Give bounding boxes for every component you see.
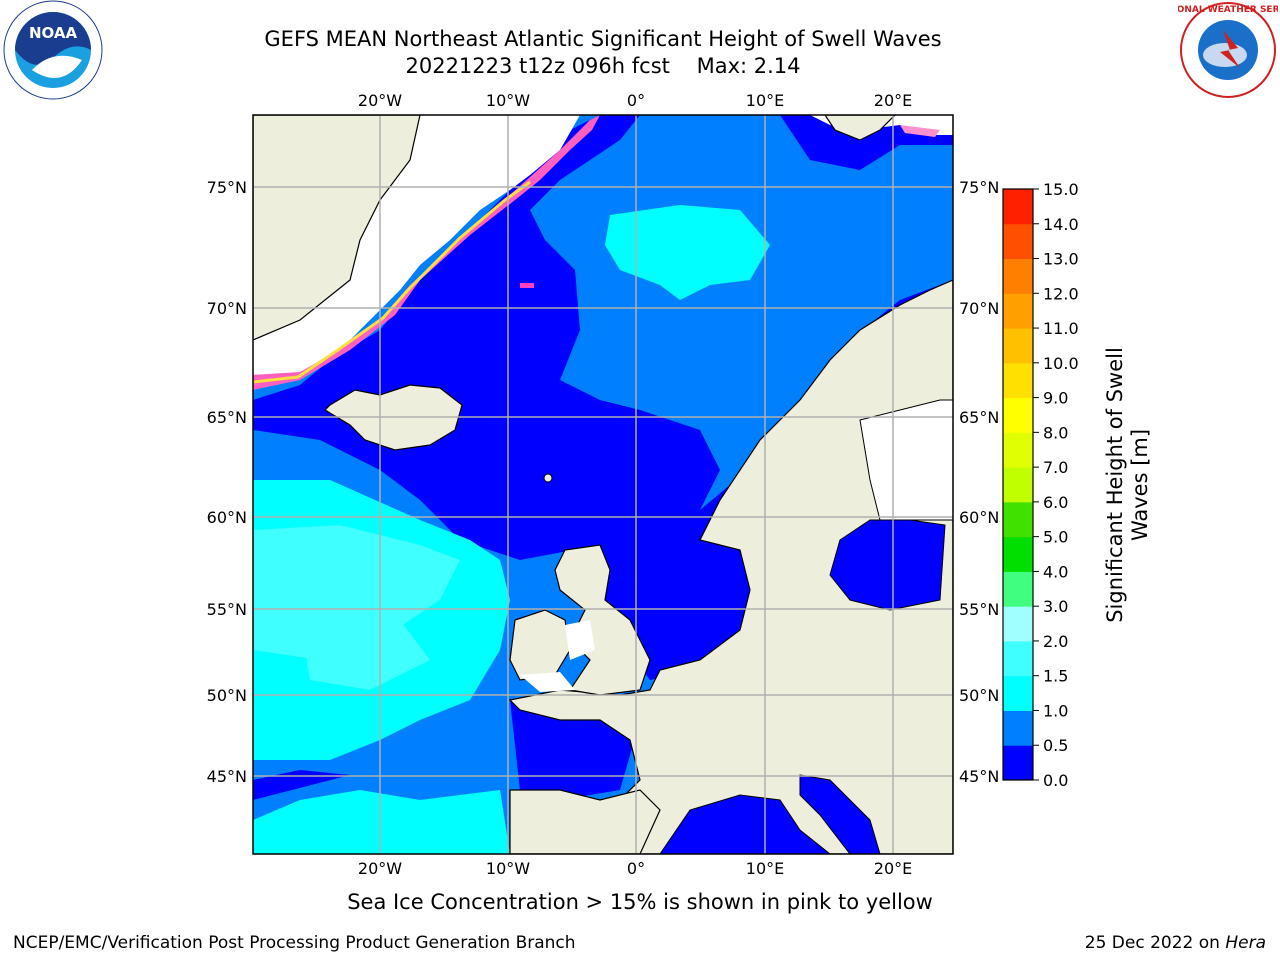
colorbar-tick-label: 7.0 bbox=[1043, 458, 1068, 477]
sea-ice-jan-mayen bbox=[520, 283, 534, 288]
colorbar-tick-label: 0.5 bbox=[1043, 736, 1068, 755]
land-iberia bbox=[509, 789, 661, 854]
ocean-pale-region-sw2 bbox=[300, 620, 430, 690]
colorbar-tick-label: 3.0 bbox=[1043, 597, 1068, 616]
colorbar-segment bbox=[1003, 293, 1033, 329]
nws-logo-text: NATIONAL WEATHER SERVICE bbox=[1178, 5, 1278, 15]
lat-label-left: 55°N bbox=[207, 600, 247, 619]
colorbar-segment bbox=[1003, 223, 1033, 260]
colorbar-segment bbox=[1003, 432, 1033, 468]
white-patch-celtic-sea bbox=[520, 672, 575, 692]
colorbar-frame bbox=[1002, 188, 1034, 781]
ocean-deep-region-northsea bbox=[600, 280, 953, 680]
colorbar-segment bbox=[1003, 501, 1033, 538]
colorbar-segment bbox=[1003, 362, 1033, 399]
graticule bbox=[253, 115, 953, 854]
lon-label-bottom: 0° bbox=[627, 859, 645, 878]
colorbar-label-line2: Waves [m] bbox=[1128, 428, 1152, 542]
lat-label-left: 45°N bbox=[207, 767, 247, 786]
ocean-deep-region-north bbox=[253, 115, 720, 560]
colorbar-tick-label: 4.0 bbox=[1043, 562, 1068, 581]
colorbar-tick-label: 1.0 bbox=[1043, 701, 1068, 720]
colorbar-segment bbox=[1003, 571, 1033, 607]
colorbar-tick-label: 5.0 bbox=[1043, 528, 1068, 547]
colorbar-tick-label: 9.0 bbox=[1043, 389, 1068, 408]
sea-ice-svalbard-edge bbox=[900, 125, 940, 137]
lat-label-left: 60°N bbox=[207, 508, 247, 527]
colorbar-tick-label: 14.0 bbox=[1043, 215, 1079, 234]
lat-label-left: 65°N bbox=[207, 408, 247, 427]
colorbar-tick-label: 0.0 bbox=[1043, 771, 1068, 790]
lon-label-bottom: 20°W bbox=[358, 859, 402, 878]
lat-label-right: 75°N bbox=[959, 178, 999, 197]
lon-label-top: 0° bbox=[627, 91, 645, 110]
sea-ice-caption: Sea Ice Concentration > 15% is shown in … bbox=[347, 890, 933, 914]
lon-label-bottom: 10°W bbox=[486, 859, 530, 878]
lon-label-top: 20°W bbox=[358, 91, 402, 110]
colorbar-segment bbox=[1003, 536, 1033, 572]
ocean-light-region-norwegian-sea bbox=[605, 205, 770, 300]
colorbar-segment bbox=[1003, 745, 1033, 781]
colorbar-segment bbox=[1003, 710, 1033, 746]
colorbar-tick-label: 11.0 bbox=[1043, 319, 1079, 338]
footer-date-text: 25 Dec 2022 on bbox=[1084, 933, 1220, 953]
lat-label-right: 70°N bbox=[959, 299, 999, 318]
white-patch-irish-sea bbox=[565, 620, 595, 660]
noaa-logo-text: NOAA bbox=[29, 24, 78, 42]
footer-date: 25 Dec 2022 on Hera bbox=[1085, 933, 1266, 953]
map-frame bbox=[252, 114, 954, 855]
colorbar-tick-label: 15.0 bbox=[1043, 180, 1079, 199]
lat-label-left: 75°N bbox=[207, 178, 247, 197]
colorbar-label: Significant Height of Swell Waves [m] bbox=[1103, 347, 1153, 623]
colorbar-tick-label: 2.0 bbox=[1043, 632, 1068, 651]
colorbar-tick-label: 8.0 bbox=[1043, 423, 1068, 442]
ocean-light-region-south bbox=[253, 790, 510, 854]
colorbar-segment bbox=[1003, 606, 1033, 642]
nws-logo: NATIONAL WEATHER SERVICE bbox=[1178, 2, 1278, 98]
footer-credit: NCEP/EMC/Verification Post Processing Pr… bbox=[13, 933, 576, 953]
lon-label-top: 10°W bbox=[486, 91, 530, 110]
water-adriatic bbox=[799, 774, 881, 854]
map-subtitle: 20221223 t12z 096h fcst Max: 2.14 bbox=[405, 54, 801, 78]
colorbar-segment bbox=[1003, 258, 1033, 294]
lon-label-bottom: 20°E bbox=[874, 859, 912, 878]
land-greenland bbox=[253, 115, 421, 341]
lat-label-right: 65°N bbox=[959, 408, 999, 427]
colorbar-segment bbox=[1003, 328, 1033, 364]
lon-label-top: 10°E bbox=[746, 91, 784, 110]
colorbar-tick-label: 12.0 bbox=[1043, 284, 1079, 303]
lat-label-right: 55°N bbox=[959, 600, 999, 619]
colorbar-segment bbox=[1003, 640, 1033, 677]
colorbar-label-line1: Significant Height of Swell bbox=[1103, 347, 1127, 623]
land-faroe bbox=[543, 473, 553, 483]
noaa-logo: NOAA bbox=[3, 0, 103, 100]
colorbar-segment bbox=[1003, 397, 1033, 433]
lon-label-top: 20°E bbox=[874, 91, 912, 110]
map-title: GEFS MEAN Northeast Atlantic Significant… bbox=[264, 27, 942, 51]
sea-ice-edge-yellow bbox=[253, 180, 531, 384]
colorbar-tick-label: 13.0 bbox=[1043, 250, 1079, 269]
lat-label-right: 45°N bbox=[959, 767, 999, 786]
lat-label-right: 60°N bbox=[959, 508, 999, 527]
colorbar-segment bbox=[1003, 675, 1033, 711]
colorbar-tick-label: 10.0 bbox=[1043, 354, 1079, 373]
lat-label-right: 50°N bbox=[959, 686, 999, 705]
ocean-deep-band-south bbox=[253, 770, 350, 800]
land-svalbard bbox=[824, 115, 896, 141]
colorbar-tick-label: 6.0 bbox=[1043, 493, 1068, 512]
colorbar: 15.0 14.0 13.0 12.0 11.0 10.0 9.0 8.0 7.0 6.0 5.0 4… bbox=[1002, 180, 1079, 790]
map-canvas bbox=[253, 115, 953, 854]
lat-label-left: 70°N bbox=[207, 299, 247, 318]
sea-ice-bothnia bbox=[859, 399, 953, 521]
colorbar-segment bbox=[1003, 189, 1033, 225]
lat-label-left: 50°N bbox=[207, 686, 247, 705]
colorbar-tick-label: 1.5 bbox=[1043, 667, 1068, 686]
lon-label-bottom: 10°E bbox=[746, 859, 784, 878]
water-mediterranean bbox=[659, 794, 831, 854]
colorbar-segment bbox=[1003, 467, 1033, 503]
land-ireland bbox=[509, 609, 571, 681]
footer-host: Hera bbox=[1225, 933, 1266, 953]
